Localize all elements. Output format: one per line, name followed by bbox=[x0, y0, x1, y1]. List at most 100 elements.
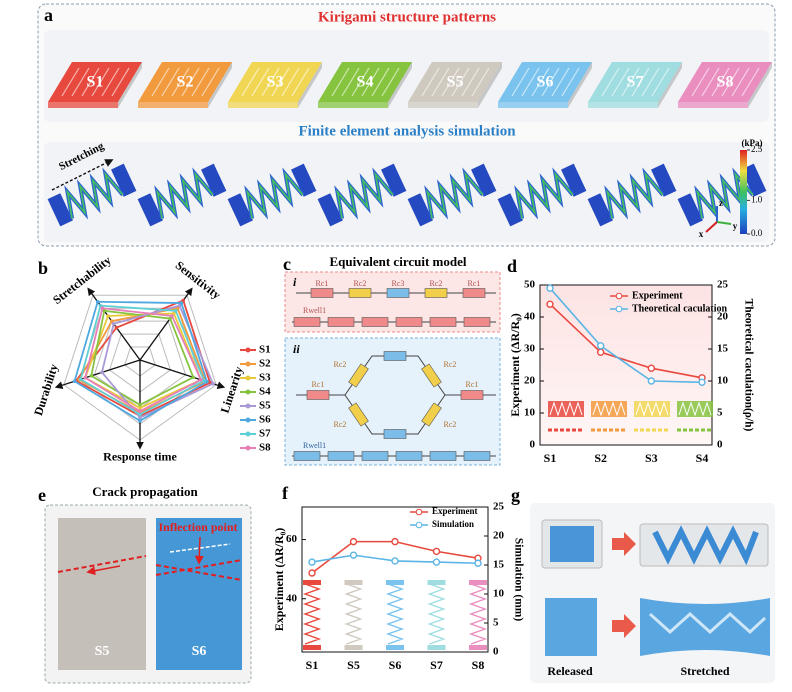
legend-label: S1 bbox=[259, 344, 271, 356]
point bbox=[138, 406, 142, 410]
resistor bbox=[310, 288, 334, 298]
axis-label: Response time bbox=[103, 449, 177, 463]
inset-clamp bbox=[469, 580, 487, 585]
slab bbox=[588, 62, 682, 102]
crack bbox=[155, 564, 243, 581]
clamp bbox=[677, 193, 703, 227]
clamp bbox=[741, 163, 767, 197]
axis-triad bbox=[716, 221, 732, 225]
legend-label: Simulation bbox=[432, 519, 474, 529]
resistor bbox=[293, 451, 321, 461]
y-tick-label: 30 bbox=[524, 343, 536, 355]
slit bbox=[101, 67, 120, 97]
panel-title: Kirigami structure patterns bbox=[318, 9, 496, 25]
x-tick-label: S8 bbox=[472, 658, 485, 672]
slit bbox=[461, 67, 480, 97]
slit bbox=[351, 67, 370, 97]
inset-clamp bbox=[427, 645, 446, 650]
point bbox=[172, 311, 176, 316]
resistor-label: Rc1 bbox=[466, 380, 479, 389]
legend-marker bbox=[245, 361, 251, 367]
panel-label: e bbox=[38, 485, 46, 505]
point bbox=[308, 558, 316, 566]
y2-axis-label: Theoretical caculation(ρ/h) bbox=[742, 299, 754, 432]
slit bbox=[201, 67, 220, 97]
inset-spring bbox=[385, 583, 405, 645]
colorbar-tick-label: 2.5 bbox=[751, 144, 763, 154]
slab bbox=[498, 62, 592, 102]
legend-marker bbox=[245, 389, 251, 395]
legend-label: S3 bbox=[259, 372, 271, 384]
series-outline bbox=[79, 304, 206, 416]
arrow bbox=[612, 614, 636, 638]
point bbox=[170, 314, 174, 318]
y-tick-label: 0 bbox=[493, 646, 499, 658]
resistor-label: Rc1 bbox=[312, 380, 325, 389]
legend-marker bbox=[415, 508, 423, 516]
device bbox=[648, 611, 767, 635]
slit bbox=[241, 67, 260, 97]
y-tick-label: 10 bbox=[524, 407, 536, 419]
panel-subtitle: Finite element analysis simulation bbox=[298, 123, 516, 139]
crack bbox=[155, 559, 243, 576]
slit bbox=[541, 67, 560, 97]
slab bbox=[408, 62, 502, 102]
inset-spring bbox=[302, 583, 322, 645]
fea-result bbox=[497, 163, 587, 227]
slab-edge bbox=[568, 62, 592, 108]
legend-marker bbox=[245, 417, 251, 423]
resistor-label: Rc2 bbox=[354, 279, 367, 288]
fea-result bbox=[47, 163, 137, 227]
slab-edge bbox=[208, 62, 232, 108]
sample-label: S6 bbox=[192, 644, 207, 659]
resistor bbox=[395, 451, 423, 461]
pattern-label: S6 bbox=[537, 74, 554, 91]
slab-side bbox=[48, 102, 118, 108]
fea-result bbox=[677, 163, 767, 227]
arrow bbox=[51, 159, 114, 191]
point bbox=[138, 415, 142, 420]
inset-spring bbox=[427, 583, 446, 645]
resistor-label: Rwell1 bbox=[303, 441, 326, 450]
point bbox=[100, 370, 104, 375]
resistor bbox=[348, 363, 369, 388]
legend-marker bbox=[615, 292, 623, 300]
annotation: Inflection point bbox=[158, 520, 237, 534]
resistor bbox=[386, 288, 410, 298]
resistor bbox=[293, 317, 321, 327]
grid-ring bbox=[124, 346, 156, 377]
device bbox=[652, 525, 759, 566]
pattern-label: S4 bbox=[357, 74, 374, 91]
slit bbox=[91, 67, 110, 97]
axis-triad-label: x bbox=[699, 229, 704, 239]
point bbox=[114, 325, 119, 330]
slab bbox=[678, 62, 772, 102]
point bbox=[546, 284, 554, 292]
slab bbox=[138, 62, 232, 102]
slit bbox=[381, 67, 400, 97]
resistor bbox=[421, 363, 442, 388]
slit bbox=[691, 67, 710, 97]
point bbox=[95, 299, 100, 304]
strain bbox=[696, 171, 754, 219]
x-tick-label: S1 bbox=[306, 658, 319, 672]
y-tick-label: 5 bbox=[493, 617, 499, 629]
point bbox=[698, 378, 706, 386]
state-label: Stretched bbox=[680, 664, 729, 678]
slit bbox=[341, 67, 360, 97]
inset-pattern bbox=[635, 401, 669, 417]
sample-photo bbox=[58, 518, 146, 670]
y-tick-label: 60 bbox=[286, 533, 298, 545]
point bbox=[202, 378, 206, 383]
point bbox=[98, 303, 103, 308]
y-tick-label: 0 bbox=[530, 439, 536, 451]
legend-marker bbox=[415, 521, 423, 529]
resistor bbox=[348, 402, 369, 427]
clamp bbox=[587, 193, 613, 227]
inset-clamp bbox=[344, 580, 363, 585]
axis-label: Stretchability bbox=[50, 253, 114, 307]
resistor-label: Rwell1 bbox=[303, 306, 326, 315]
resistor-label: Rc2 bbox=[334, 420, 347, 429]
legend-marker bbox=[245, 403, 251, 409]
